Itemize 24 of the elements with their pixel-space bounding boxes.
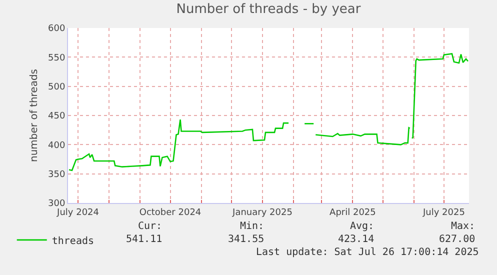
y-axis-title: number of threads (29, 68, 40, 162)
y-tick-label: 500 (48, 82, 66, 92)
x-tick-label: January 2025 (232, 208, 292, 218)
text: Avg: (350, 221, 374, 232)
legend-label: threads (52, 236, 94, 247)
text: Min: (240, 221, 264, 232)
y-tick-label: 600 (48, 24, 66, 34)
text: 423.14 (338, 234, 374, 245)
x-tick-label: April 2025 (330, 208, 376, 218)
text: Cur: (138, 221, 162, 232)
text: 541.11 (126, 234, 162, 245)
y-tick-label: 400 (48, 140, 66, 151)
text: Last update: Sat Jul 26 17:00:14 2025 (256, 247, 479, 258)
x-tick-label: October 2024 (139, 208, 202, 218)
x-tick-label: July 2025 (422, 208, 465, 218)
chart-title: Number of threads - by year (176, 2, 362, 18)
text: Max: (451, 221, 476, 232)
y-tick-label: 350 (48, 170, 66, 180)
text: 627.00 (439, 234, 476, 245)
y-tick-label: 450 (48, 112, 66, 122)
x-tick-label: July 2024 (56, 208, 100, 218)
y-tick-label: 300 (48, 199, 66, 210)
y-tick-label: 550 (48, 53, 66, 64)
text: 341.55 (228, 234, 264, 245)
